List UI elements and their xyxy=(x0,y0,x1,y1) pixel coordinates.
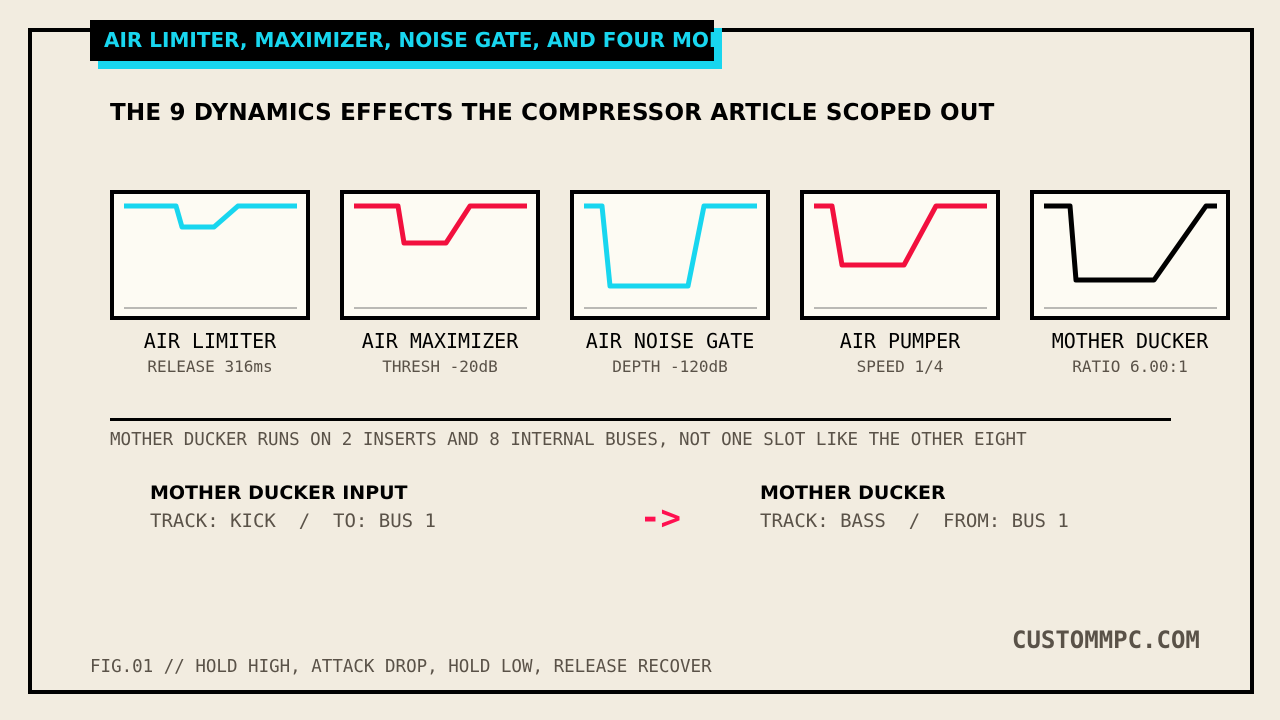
envelope-graph-air-maximizer xyxy=(354,203,527,309)
effect-name: AIR PUMPER xyxy=(839,329,961,353)
effect-card-air-limiter xyxy=(110,190,310,320)
effect-param: DEPTH -120dB xyxy=(612,357,728,376)
site-url: CUSTOMMPC.COM xyxy=(1012,626,1200,654)
routing-note: MOTHER DUCKER RUNS ON 2 INSERTS AND 8 IN… xyxy=(110,430,1027,450)
effect-param: SPEED 1/4 xyxy=(856,357,944,376)
section-divider xyxy=(110,418,1171,421)
figure-caption: FIG.01 // HOLD HIGH, ATTACK DROP, HOLD L… xyxy=(90,657,712,677)
banner-title: AIR LIMITER, MAXIMIZER, NOISE GATE, AND … xyxy=(90,20,714,61)
effect-param: RATIO 6.00:1 xyxy=(1072,357,1188,376)
effect-param: RELEASE 316ms xyxy=(147,357,273,376)
envelope-graph-air-pumper xyxy=(814,203,987,309)
route-source-title: MOTHER DUCKER INPUT xyxy=(150,482,408,504)
effect-name: AIR MAXIMIZER xyxy=(361,329,519,353)
envelope-graph-air-noise-gate xyxy=(584,203,757,309)
effect-card-air-maximizer xyxy=(340,190,540,320)
effect-card-air-noise-gate xyxy=(570,190,770,320)
effect-name: AIR LIMITER xyxy=(143,329,277,353)
route-source-detail: TRACK: KICK / TO: BUS 1 xyxy=(150,510,436,532)
route-target-title: MOTHER DUCKER xyxy=(760,482,946,504)
effect-card-air-pumper xyxy=(800,190,1000,320)
headline: THE 9 DYNAMICS EFFECTS THE COMPRESSOR AR… xyxy=(110,100,995,126)
effect-param: THRESH -20dB xyxy=(382,357,498,376)
effect-card-mother-ducker xyxy=(1030,190,1230,320)
route-arrow: -> xyxy=(640,498,681,538)
effect-name: AIR NOISE GATE xyxy=(585,329,755,353)
effect-name: MOTHER DUCKER xyxy=(1051,329,1209,353)
envelope-graph-air-limiter xyxy=(124,203,297,309)
envelope-graph-mother-ducker xyxy=(1044,203,1217,309)
route-target-detail: TRACK: BASS / FROM: BUS 1 xyxy=(760,510,1069,532)
